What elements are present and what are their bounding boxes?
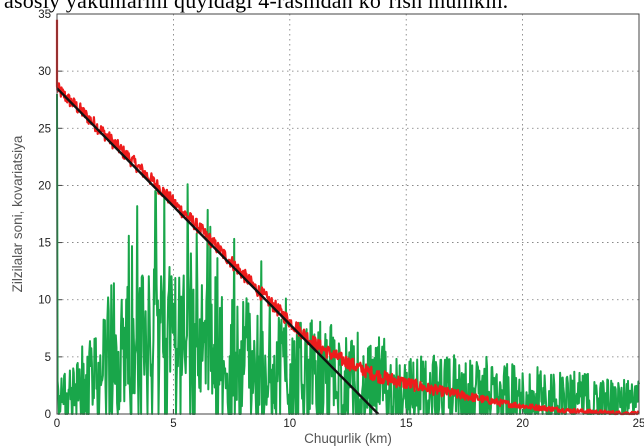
y-tick-label: 20 — [38, 180, 51, 192]
x-tick-label: 5 — [170, 418, 176, 430]
page-header-text: asosiy yakunlarini quyidagi 4-rasmdan ko… — [4, 0, 509, 13]
x-tick-labels: 0 5 10 15 20 25 — [54, 418, 644, 430]
y-axis-label: Zilzilalar soni, kovariatsiya — [10, 135, 25, 292]
grid — [56, 13, 640, 415]
y-tick-label: 35 — [38, 9, 51, 21]
y-tick-label: 25 — [38, 123, 51, 135]
series-red — [55, 19, 640, 416]
plot-frame — [56, 13, 640, 415]
y-tick-labels: 0 5 10 15 20 25 30 35 — [38, 9, 51, 421]
red-series-line — [55, 19, 640, 416]
x-axis-label: Chuqurlik (km) — [304, 431, 392, 446]
y-tick-label: 10 — [38, 295, 51, 307]
y-tick-label: 30 — [38, 66, 51, 78]
y-tick-label: 15 — [38, 238, 51, 250]
x-tick-label: 25 — [633, 418, 644, 430]
series-black — [56, 87, 380, 415]
black-fit-line — [56, 87, 380, 415]
x-tick-label: 20 — [516, 418, 529, 430]
x-tick-label: 10 — [283, 418, 296, 430]
x-tick-label: 0 — [54, 418, 60, 430]
x-tick-label: 15 — [400, 418, 413, 430]
y-tick-label: 0 — [45, 409, 51, 421]
y-tick-label: 5 — [45, 352, 51, 364]
